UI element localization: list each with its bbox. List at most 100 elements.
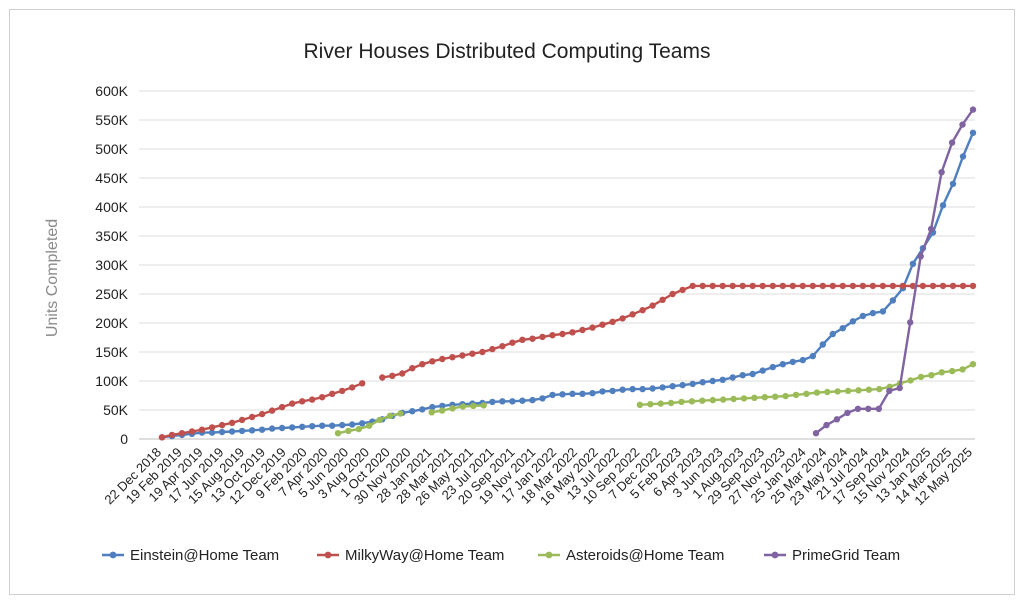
data-point bbox=[428, 409, 435, 416]
data-point bbox=[198, 426, 206, 433]
data-point bbox=[438, 407, 446, 414]
data-point bbox=[909, 260, 917, 267]
data-point bbox=[959, 121, 966, 128]
data-point bbox=[629, 311, 636, 318]
data-point bbox=[459, 352, 466, 359]
data-point bbox=[819, 282, 826, 290]
y-tick-label: 400K bbox=[95, 199, 128, 215]
data-point bbox=[917, 253, 924, 260]
data-point bbox=[829, 330, 836, 338]
data-point bbox=[865, 405, 872, 412]
data-point bbox=[419, 406, 426, 413]
data-point bbox=[679, 381, 686, 389]
data-point bbox=[647, 401, 654, 408]
legend-swatch-marker bbox=[324, 551, 332, 559]
data-point bbox=[854, 405, 862, 412]
data-point bbox=[278, 403, 286, 411]
data-point bbox=[772, 393, 779, 400]
data-point bbox=[178, 430, 186, 437]
data-point bbox=[833, 416, 841, 423]
data-point bbox=[268, 425, 276, 432]
data-point bbox=[809, 282, 816, 290]
data-point bbox=[669, 383, 676, 390]
data-point bbox=[699, 282, 706, 290]
data-point bbox=[876, 385, 883, 393]
data-point bbox=[397, 410, 404, 417]
data-point bbox=[859, 312, 867, 320]
data-point bbox=[389, 372, 396, 379]
data-point bbox=[188, 428, 196, 435]
data-point bbox=[449, 405, 456, 412]
legend-label: PrimeGrid Team bbox=[792, 547, 900, 564]
y-tick-label: 50K bbox=[103, 402, 129, 418]
data-point bbox=[834, 388, 841, 395]
data-point bbox=[889, 297, 897, 304]
data-point bbox=[869, 282, 877, 290]
data-point bbox=[238, 427, 246, 435]
data-point bbox=[907, 319, 914, 326]
data-point bbox=[859, 282, 867, 290]
data-point bbox=[399, 370, 406, 377]
data-point bbox=[334, 430, 342, 437]
data-point bbox=[959, 282, 967, 290]
legend-label: Einstein@Home Team bbox=[130, 547, 279, 564]
data-point bbox=[969, 106, 977, 113]
data-point bbox=[938, 169, 945, 176]
data-point bbox=[792, 391, 800, 399]
legend-item: PrimeGrid Team bbox=[764, 547, 900, 564]
data-point bbox=[929, 282, 937, 290]
data-point bbox=[639, 385, 646, 393]
y-tick-label: 200K bbox=[95, 315, 128, 331]
data-point bbox=[619, 315, 626, 322]
data-point bbox=[519, 336, 526, 343]
y-tick-label: 0 bbox=[120, 431, 128, 447]
data-point bbox=[258, 426, 266, 433]
data-point bbox=[636, 401, 644, 408]
data-point bbox=[309, 396, 316, 403]
data-point bbox=[839, 325, 846, 332]
data-point bbox=[339, 387, 346, 395]
data-point bbox=[917, 373, 925, 381]
data-point bbox=[779, 361, 786, 368]
data-point bbox=[208, 424, 216, 431]
legend-swatch-marker bbox=[545, 551, 553, 559]
series-line bbox=[815, 108, 974, 435]
data-point bbox=[689, 380, 696, 388]
data-point bbox=[709, 396, 716, 404]
data-point bbox=[158, 434, 166, 441]
data-point bbox=[919, 282, 927, 290]
data-point bbox=[439, 402, 446, 410]
data-point bbox=[809, 352, 816, 360]
data-point bbox=[799, 282, 806, 290]
data-point bbox=[699, 397, 706, 404]
data-point bbox=[849, 318, 857, 325]
data-point bbox=[619, 386, 626, 393]
data-point bbox=[803, 390, 810, 397]
series-line bbox=[161, 132, 975, 439]
legend: Einstein@Home Team MilkyWay@Home Team Aste… bbox=[102, 547, 900, 564]
data-point bbox=[549, 391, 556, 399]
data-point bbox=[349, 384, 356, 391]
data-point bbox=[499, 398, 506, 405]
data-point bbox=[740, 395, 748, 402]
data-point bbox=[609, 318, 616, 325]
data-point bbox=[889, 282, 897, 290]
data-point bbox=[429, 358, 436, 365]
data-point bbox=[949, 367, 956, 375]
chart-frame bbox=[9, 9, 1015, 595]
data-point bbox=[248, 413, 256, 421]
data-point bbox=[529, 335, 536, 342]
data-point bbox=[299, 423, 306, 430]
data-point bbox=[299, 398, 306, 405]
data-point bbox=[709, 282, 716, 290]
data-point bbox=[689, 282, 696, 290]
data-point bbox=[779, 282, 786, 290]
data-point bbox=[688, 398, 696, 405]
data-point bbox=[659, 384, 666, 391]
data-point bbox=[479, 348, 486, 356]
data-point bbox=[657, 400, 664, 407]
data-point bbox=[238, 416, 246, 424]
data-point bbox=[589, 324, 596, 331]
data-point bbox=[319, 394, 326, 401]
data-point bbox=[769, 282, 776, 290]
